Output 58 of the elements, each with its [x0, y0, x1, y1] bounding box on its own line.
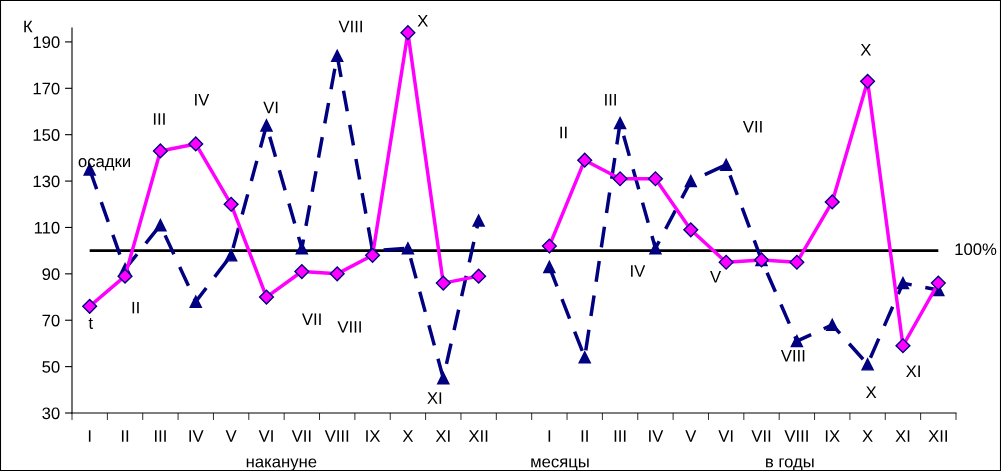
x-tick-label: IX — [825, 430, 840, 442]
x-tick-label: IX — [366, 430, 381, 442]
annotation: II — [132, 301, 139, 314]
x-tick-label: III — [154, 430, 166, 442]
x-tick-label: VIII — [324, 430, 349, 442]
annotation: XI — [906, 365, 920, 377]
annotation: X — [860, 43, 872, 56]
y-tick-label: 70 — [42, 314, 60, 327]
x-tick-label: III — [614, 430, 626, 442]
annotation: XI — [427, 392, 442, 404]
y-tick-label: 90 — [42, 268, 60, 281]
series-label: t — [88, 317, 93, 329]
annotation: III — [153, 113, 165, 125]
annotation: IV — [195, 93, 210, 106]
annotation: III — [605, 93, 616, 106]
x-tick-label: VII — [291, 430, 311, 442]
y-tick-label: 30 — [42, 407, 60, 420]
x-tick-label: II — [121, 430, 129, 442]
x-tick-label: V — [225, 430, 237, 442]
y-tick-label: 50 — [42, 361, 60, 373]
annotation: X — [865, 386, 877, 399]
x-tick-label: IV — [649, 430, 664, 442]
series-label: осадки — [78, 158, 130, 171]
annotation: VI — [263, 101, 278, 114]
annotation: VIII — [337, 321, 361, 333]
x-tick-label: XII — [468, 430, 488, 442]
y-axis-title: К — [24, 20, 33, 33]
annotation: II — [560, 126, 567, 139]
x-tick-label: VI — [718, 430, 733, 442]
x-tick-label: I — [548, 430, 551, 442]
annotation: VIII — [338, 20, 362, 33]
annotation: VII — [742, 120, 762, 133]
x-tick-label: XII — [928, 430, 947, 442]
text: накануне — [246, 458, 317, 471]
x-tick-label: II — [581, 430, 588, 442]
x-tick-label: XI — [895, 430, 910, 442]
annotation: VIII — [780, 350, 805, 362]
y-tick-label: 110 — [34, 221, 60, 234]
x-tick-label: VIII — [784, 430, 808, 442]
x-tick-label: XI — [435, 430, 450, 442]
x-tick-label: VII — [751, 430, 771, 442]
text: в годы — [766, 458, 814, 471]
y-tick-label: 190 — [33, 36, 60, 49]
x-tick-label: V — [685, 430, 697, 442]
annotation: IV — [631, 265, 646, 277]
x-tick-label: I — [88, 430, 91, 442]
y-tick-label: 150 — [33, 129, 60, 141]
text: X — [417, 15, 428, 27]
x-tick-label: X — [862, 430, 873, 442]
y-tick-label: 170 — [33, 82, 60, 95]
text: месяцы — [531, 458, 589, 471]
ref-line-label: 100% — [955, 243, 997, 256]
annotation: VII — [301, 313, 321, 325]
annotation: V — [710, 271, 722, 283]
y-tick-label: 130 — [33, 175, 60, 188]
x-tick-label: X — [402, 430, 414, 442]
x-tick-label: IV — [189, 430, 204, 442]
x-tick-label: VI — [258, 430, 273, 442]
